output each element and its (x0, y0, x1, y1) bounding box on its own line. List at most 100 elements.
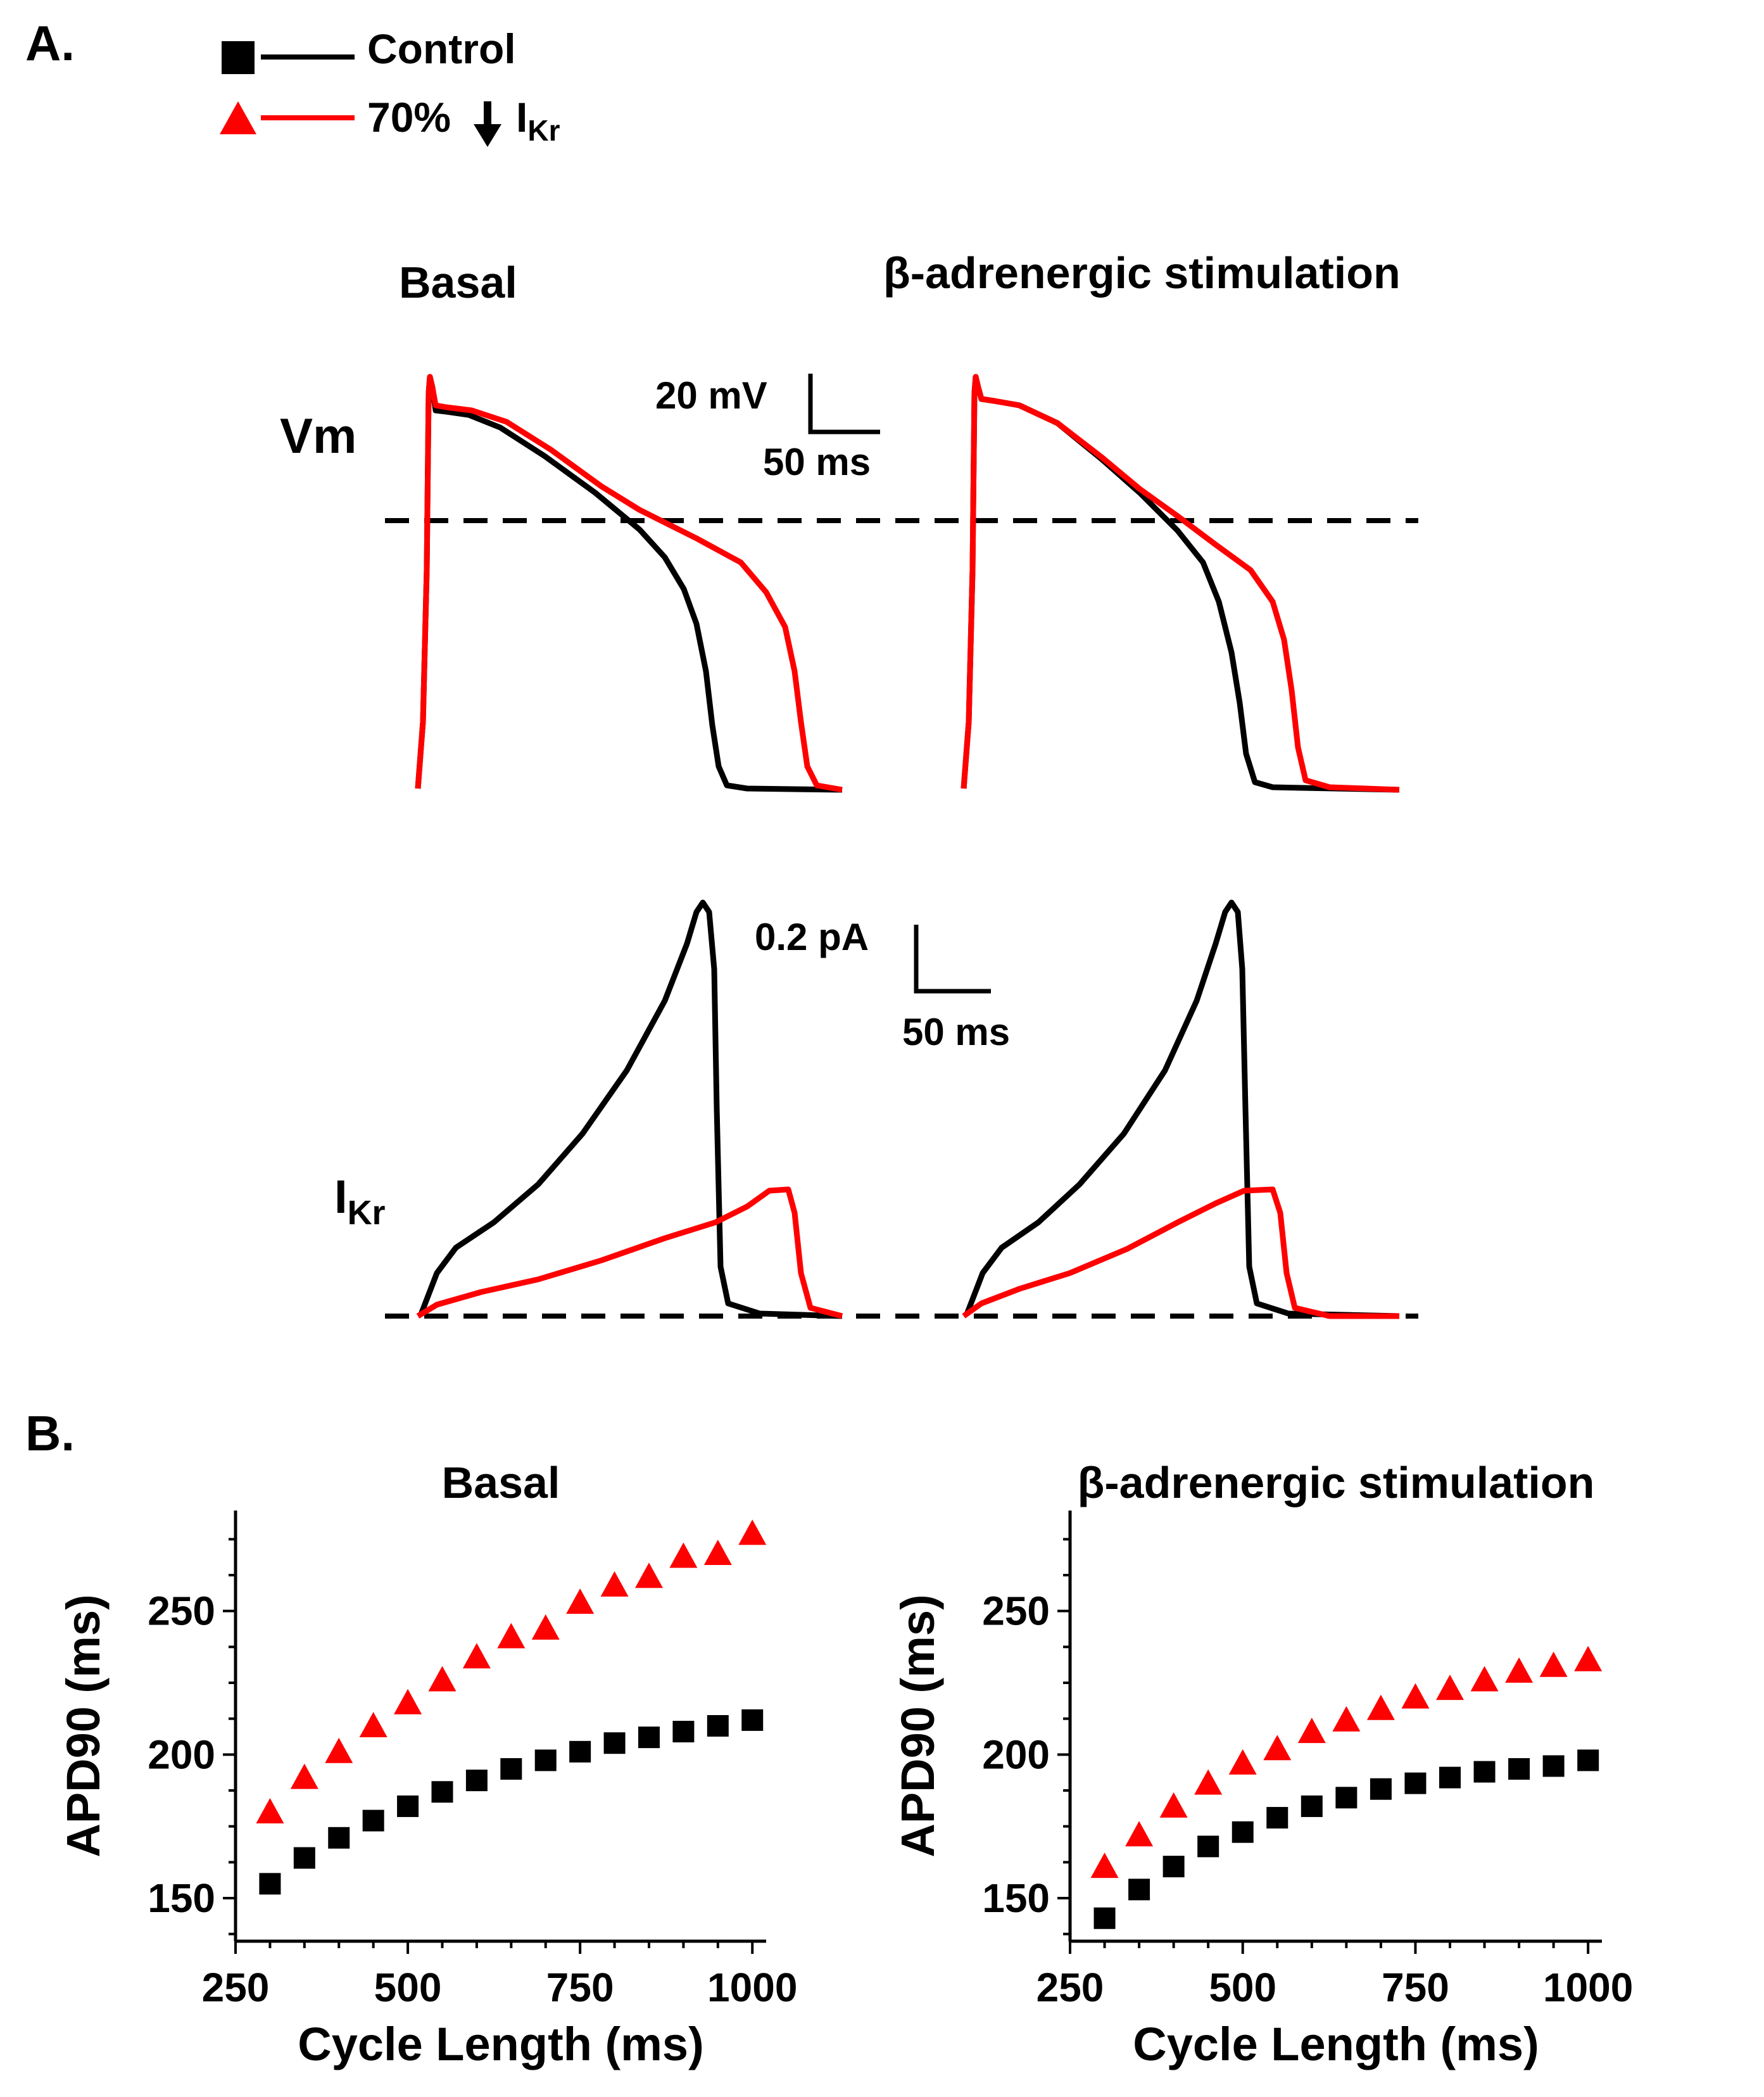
row-label-ikr: IKr (334, 1170, 386, 1232)
x-axis-label: Cycle Length (ms) (1133, 2018, 1539, 2070)
data-point-control (1404, 1772, 1427, 1794)
data-point-control (1370, 1778, 1392, 1800)
data-point-control (741, 1709, 764, 1731)
x-axis-label: Cycle Length (ms) (298, 2018, 703, 2070)
data-point-ikr (1125, 1821, 1154, 1847)
data-point-ikr (1194, 1769, 1223, 1795)
ikr-trace-basal-ikr (416, 1186, 843, 1319)
data-point-ikr (1366, 1694, 1395, 1720)
legend-control-marker (222, 41, 255, 74)
ikr-trace-basal-control (418, 899, 843, 1319)
y-tick-label: 200 (982, 1732, 1050, 1777)
data-point-ikr (1297, 1718, 1326, 1744)
data-point-control (569, 1740, 591, 1763)
y-axis-label: APD90 (ms) (57, 1594, 110, 1857)
legend-control-label: Control (367, 25, 516, 72)
data-point-ikr (1332, 1706, 1361, 1732)
ikr-scale-x: 50 ms (902, 1011, 1010, 1053)
y-tick-label: 150 (148, 1875, 215, 1921)
chart-beta: β-adrenergic stimulation 150 200 250 250 500 7… (891, 1458, 1633, 2070)
y-tick-label: 250 (982, 1588, 1050, 1634)
x-tick-label: 1000 (707, 1965, 797, 2010)
data-point-ikr (462, 1643, 491, 1669)
data-point-ikr (738, 1519, 767, 1545)
data-point-ikr (634, 1562, 663, 1588)
data-point-ikr (1436, 1675, 1464, 1701)
y-tick-label: 200 (148, 1732, 215, 1777)
vm-trace-basal-control (415, 374, 843, 793)
data-point-ikr (497, 1623, 526, 1649)
data-point-control (1301, 1795, 1323, 1817)
data-point-control (1335, 1787, 1358, 1809)
data-point-control (1508, 1758, 1530, 1780)
data-point-control (1577, 1749, 1599, 1771)
y-tick-label: 150 (982, 1875, 1050, 1921)
col-title-basal: Basal (399, 258, 517, 307)
data-point-control (534, 1749, 557, 1771)
data-point-ikr (1159, 1792, 1188, 1818)
ikr-scale-y: 0.2 pA (755, 916, 869, 958)
data-point-ikr (1263, 1735, 1292, 1761)
data-point-control (1128, 1878, 1150, 1901)
data-point-control (259, 1873, 281, 1895)
y-axis-label: APD90 (ms) (891, 1594, 944, 1857)
data-point-ikr (600, 1571, 629, 1597)
legend-ikr-pct: 70% (367, 94, 451, 141)
data-point-ikr (703, 1540, 732, 1565)
data-point-control (500, 1758, 522, 1780)
data-point-control (328, 1827, 350, 1849)
data-point-control (397, 1795, 419, 1817)
x-tick-label: 750 (1382, 1965, 1449, 2010)
data-point-control (638, 1726, 660, 1749)
data-point-ikr (1505, 1657, 1534, 1683)
data-point-control (1093, 1907, 1116, 1929)
vm-trace-beta-ikr (961, 374, 1400, 793)
ikr-trace-beta-ikr (962, 1186, 1399, 1319)
x-tick-label: 250 (1036, 1965, 1104, 2010)
data-point-ikr (566, 1588, 595, 1614)
data-point-control (293, 1847, 315, 1869)
col-title-beta: β-adrenergic stimulation (883, 248, 1401, 298)
data-point-ikr (1228, 1749, 1257, 1775)
data-point-control (1542, 1755, 1565, 1777)
ikr-scale-bar: 0.2 pA 50 ms (755, 916, 1010, 1053)
data-point-ikr (359, 1712, 387, 1737)
data-point-control (707, 1715, 729, 1737)
data-point-control (362, 1809, 384, 1832)
x-tick-label: 1000 (1543, 1965, 1633, 2010)
data-point-ikr (1090, 1853, 1119, 1878)
data-point-ikr (290, 1763, 318, 1789)
legend-ikr-marker (220, 101, 256, 134)
data-point-control (431, 1781, 453, 1803)
x-tick-label: 500 (1209, 1965, 1276, 2010)
data-point-control (1197, 1835, 1219, 1858)
x-tick-label: 750 (546, 1965, 614, 2010)
down-arrow-icon (474, 101, 501, 147)
panel-b-label: B. (25, 1405, 75, 1461)
data-point-ikr (669, 1542, 698, 1568)
row-label-vm: Vm (280, 408, 356, 464)
data-point-control (1266, 1807, 1288, 1829)
data-point-control (1473, 1761, 1496, 1783)
vm-scale-bar: 20 mV 50 ms (655, 374, 880, 483)
vm-trace-basal-ikr (415, 374, 843, 793)
vm-scale-y: 20 mV (655, 374, 767, 417)
data-point-control (1232, 1821, 1254, 1843)
legend-ikr-symbol: IKr (516, 94, 560, 147)
data-point-control (465, 1770, 488, 1792)
x-tick-label: 500 (374, 1965, 442, 2010)
data-point-ikr (325, 1737, 353, 1763)
data-point-control (1162, 1856, 1185, 1878)
ikr-trace-beta-control (964, 899, 1400, 1319)
data-point-control (1439, 1766, 1461, 1789)
data-point-control (672, 1721, 695, 1743)
vm-trace-beta-control (961, 374, 1400, 793)
data-point-ikr (1470, 1666, 1499, 1692)
data-point-ikr (256, 1798, 284, 1823)
data-point-ikr (428, 1666, 457, 1692)
y-tick-label: 250 (148, 1588, 215, 1634)
x-tick-label: 250 (202, 1965, 270, 2010)
chart-title: β-adrenergic stimulation (1078, 1458, 1595, 1507)
